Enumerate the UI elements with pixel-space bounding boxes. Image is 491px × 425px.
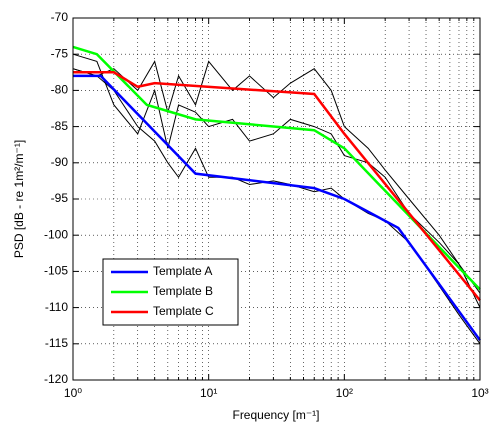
y-tick-label: -70 xyxy=(51,10,69,24)
x-tick-label: 10² xyxy=(336,386,353,400)
y-tick-label: -90 xyxy=(51,155,69,169)
y-tick-label: -120 xyxy=(44,372,68,386)
y-tick-label: -100 xyxy=(44,227,68,241)
template-line xyxy=(72,45,481,291)
axes-box xyxy=(72,17,481,381)
template-line xyxy=(73,74,482,341)
y-tick-label: -115 xyxy=(45,336,68,350)
plot-area xyxy=(73,18,480,380)
y-tick-label: -75 xyxy=(51,46,69,60)
y-tick-label: -85 xyxy=(51,119,69,133)
x-tick-label: 10³ xyxy=(471,386,488,400)
x-tick-label: 10⁰ xyxy=(64,386,82,400)
y-axis-label: PSD [dB - re 1m²/m⁻¹] xyxy=(12,140,26,258)
template-line xyxy=(73,71,481,302)
legend: Template A Template B Template C xyxy=(102,258,239,326)
measured-line xyxy=(72,60,481,308)
legend-label: Template C xyxy=(153,304,214,318)
y-tick-label: -110 xyxy=(45,300,68,314)
legend-label: Template A xyxy=(153,264,212,278)
legend-label: Template B xyxy=(153,284,213,298)
y-tick-label: -105 xyxy=(44,264,68,278)
x-axis-label: Frequency [m⁻¹] xyxy=(232,408,319,422)
measured-line xyxy=(72,53,481,294)
y-tick-label: -95 xyxy=(51,191,69,205)
y-tick-label: -80 xyxy=(51,83,69,97)
x-tick-label: 10¹ xyxy=(200,386,217,400)
